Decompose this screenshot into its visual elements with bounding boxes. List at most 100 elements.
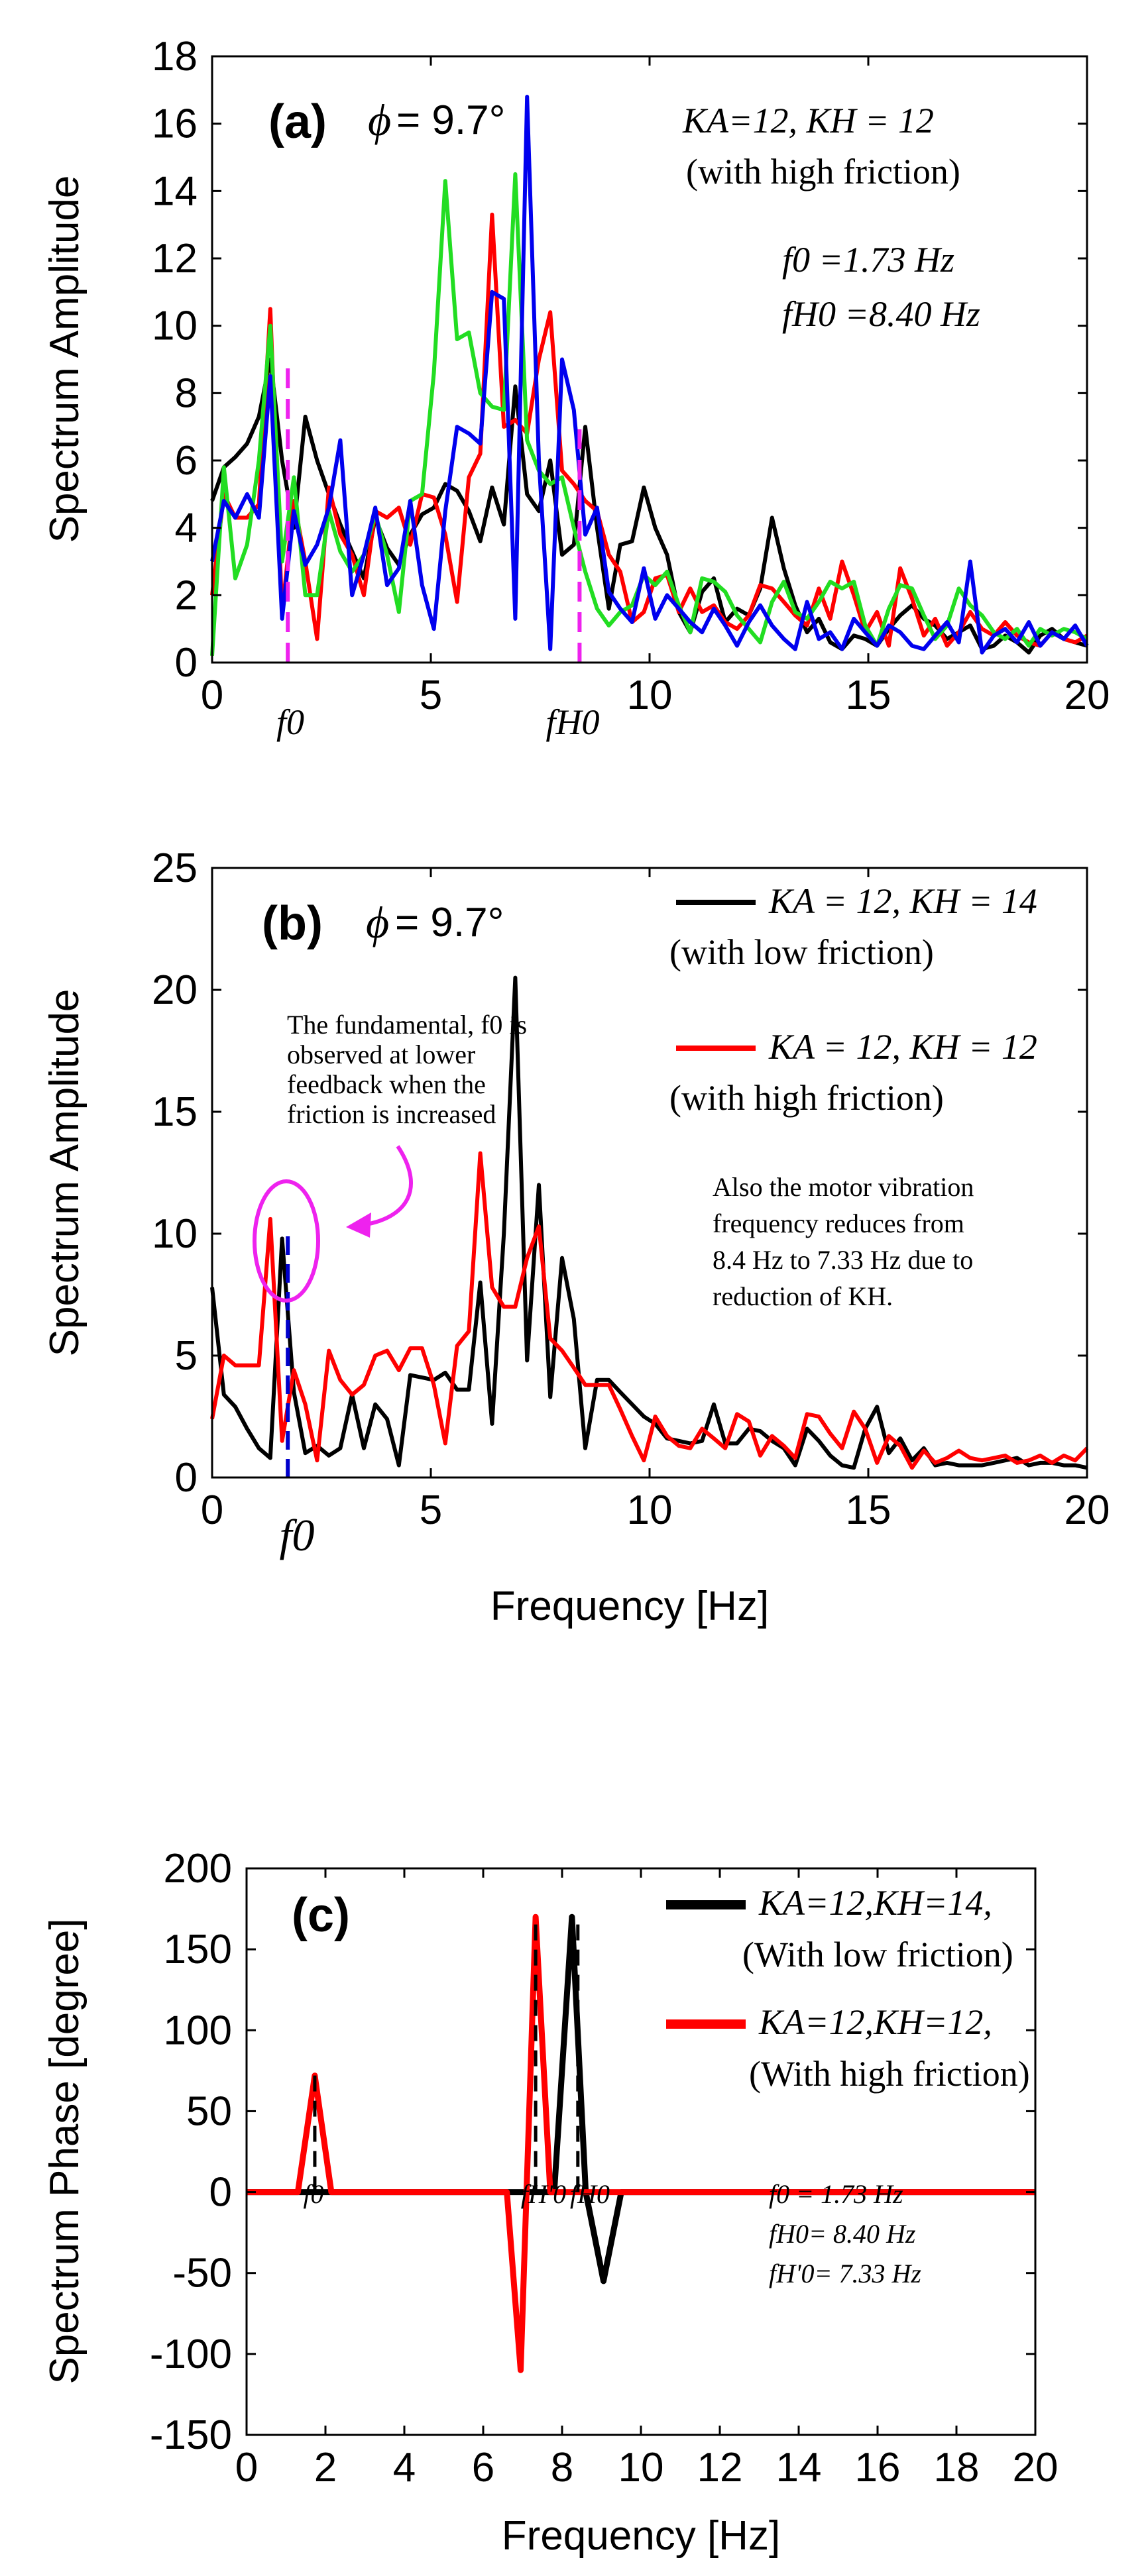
panel-c-x-tick-label: 18 <box>934 2445 980 2491</box>
panel-b-series-1-line <box>210 1151 1089 1470</box>
panel-c-legend-sub-red: (With high friction) <box>749 2054 1030 2094</box>
panel-a-series <box>210 95 1089 656</box>
panel-c-y-tick-label: 200 <box>164 1846 232 1892</box>
panel-c-x-axis-title: Frequency [Hz] <box>502 2513 780 2559</box>
panel-a-y-axis-title: Spectrum Amplitude <box>42 176 87 543</box>
panel-c-freq-fh0: fH0= 8.40 Hz <box>769 2219 916 2249</box>
panel-c-x-tick-label: 16 <box>855 2445 901 2491</box>
panel-b-annotation-motor-4: reduction of KH. <box>713 1281 893 1311</box>
panel-b-series <box>210 975 1089 1470</box>
panel-b-annotation-fundamental-3: feedback when the <box>287 1069 486 1099</box>
panel-b-annotation-fundamental-4: friction is increased <box>287 1099 496 1129</box>
panel-b-y-tick-label: 15 <box>152 1089 198 1135</box>
panel-a-y-tick-label: 2 <box>175 572 198 618</box>
panel-c-y-tick-label: 0 <box>209 2170 232 2216</box>
panel-c-marker-label-f0: f0 <box>303 2179 323 2209</box>
panel-a-x-tick-label: 15 <box>846 672 891 718</box>
panel-b-x-tick-label: 0 <box>201 1487 223 1533</box>
panel-b-annotation-motor-1: Also the motor vibration <box>713 1172 974 1202</box>
panel-a-x-tick-label: 0 <box>201 672 223 718</box>
panel-c-legend-label-black: KA=12,KH=14, <box>758 1883 992 1923</box>
panel-b-legend-sub-black: (with low friction) <box>669 932 934 972</box>
panel-a-y-tick-label: 8 <box>175 370 198 416</box>
panel-b-annotation-fundamental-1: The fundamental, f0 is <box>287 1010 527 1040</box>
panel-b-y-tick-label: 20 <box>152 967 198 1013</box>
panel-b-x-axis-title: Frequency [Hz] <box>490 1583 769 1629</box>
panel-a-x-tick-label: 10 <box>627 672 673 718</box>
panel-a-marker-label-fh0: fH0 <box>546 702 600 742</box>
panel-b-highlight-ellipse <box>253 1179 320 1303</box>
panel-c: 0 2 4 6 8 10 12 14 16 18 20 -150 -100 -50 0 50 100 150 200… <box>42 1846 1058 2559</box>
panel-c-x-tick-label: 20 <box>1013 2445 1059 2491</box>
panel-b-y-tick-label: 10 <box>152 1211 198 1257</box>
panel-c-marker-label-fh-prime-0: fH'0 <box>521 2179 567 2209</box>
panel-a-y-tick-label: 16 <box>152 101 198 147</box>
panel-c-y-tick-label: -100 <box>150 2332 232 2377</box>
panel-b-y-tick-label: 0 <box>175 1455 198 1501</box>
panel-c-marker-lines <box>313 1917 580 2192</box>
panel-a-phi-symbol: ϕ <box>368 95 391 145</box>
panel-b-annotation-fundamental-2: observed at lower <box>287 1040 475 1069</box>
panel-a: 0 5 10 15 20 0 2 4 6 8 10 12 14 16 18 Spectrum Amplitu… <box>42 34 1110 742</box>
panel-a-series-2-line <box>210 172 1088 656</box>
panel-b-phi-value: = 9.7° <box>395 900 504 945</box>
panel-c-y-axis-title: Spectrum Phase [degree] <box>42 1918 87 2384</box>
panel-c-x-tick-label: 2 <box>314 2445 337 2491</box>
panel-b-y-axis-title: Spectrum Amplitude <box>42 989 87 1357</box>
panel-c-x-tick-label: 12 <box>697 2445 743 2491</box>
panel-c-x-tick-label: 4 <box>393 2445 416 2491</box>
panel-b-y-tick-label: 25 <box>152 845 198 891</box>
panel-c-freq-fh-prime-0: fH'0= 7.33 Hz <box>769 2259 921 2288</box>
panel-a-y-tick-label: 10 <box>152 303 198 349</box>
panel-a-series-3-line <box>210 95 1089 655</box>
panel-b-x-tick-label: 5 <box>420 1487 442 1533</box>
panel-c-marker-label-fh0: fH0 <box>570 2179 610 2209</box>
panel-a-phi-value: = 9.7° <box>396 97 505 143</box>
panel-c-freq-f0: f0 = 1.73 Hz <box>769 2179 903 2209</box>
panel-a-plot-frame <box>211 55 1088 664</box>
panel-b-label: (b) <box>262 897 323 950</box>
panel-c-legend-sub-black: (With low friction) <box>742 1935 1013 1974</box>
panel-b-annotation-motor-2: frequency reduces from <box>713 1208 964 1238</box>
panel-c-label: (c) <box>292 1889 350 1942</box>
panel-b-annotation-arrow <box>357 1145 413 1228</box>
panel-a-freq-fh0: fH0 =8.40 Hz <box>782 294 980 334</box>
panel-c-ticks: 0 2 4 6 8 10 12 14 16 18 20 -150 -100 -50 0 50 100 150 200 <box>150 1846 1059 2491</box>
panel-b-y-tick-label: 5 <box>175 1333 198 1379</box>
panel-c-y-tick-label: 50 <box>186 2088 232 2134</box>
panel-c-x-tick-label: 6 <box>472 2445 494 2491</box>
panel-b-x-tick-label: 10 <box>627 1487 673 1533</box>
panel-c-series-1-line <box>247 1913 1035 2373</box>
panel-c-y-tick-label: -150 <box>150 2412 232 2458</box>
panel-a-y-tick-label: 0 <box>175 640 198 686</box>
panel-c-x-tick-label: 10 <box>618 2445 664 2491</box>
panel-b-legend-sub-red: (with high friction) <box>669 1078 944 1118</box>
panel-c-x-tick-label: 0 <box>235 2445 258 2491</box>
panel-b: 0 5 10 15 20 0 5 10 15 20 25 Spectrum Amplitude Fr… <box>42 845 1110 1629</box>
panel-a-y-tick-label: 4 <box>175 506 198 551</box>
panel-a-y-tick-label: 12 <box>152 236 198 282</box>
panel-a-marker-label-f0: f0 <box>276 702 304 742</box>
panel-b-annotation-motor-3: 8.4 Hz to 7.33 Hz due to <box>713 1245 973 1275</box>
panel-a-ticks: 0 5 10 15 20 0 2 4 6 8 10 12 14 16 18 <box>152 34 1110 718</box>
panel-c-series <box>247 1913 1035 2373</box>
panel-a-marker-lines <box>286 359 582 663</box>
panel-c-y-tick-label: 100 <box>164 2008 232 2053</box>
panel-a-legend-line-1: KA=12, KH = 12 <box>682 101 934 140</box>
panel-b-phi-symbol: ϕ <box>366 897 389 947</box>
panel-a-y-tick-label: 14 <box>152 168 198 214</box>
panel-c-y-tick-label: 150 <box>164 1927 232 1972</box>
panel-b-marker-label-f0: f0 <box>280 1510 315 1560</box>
panel-b-x-tick-label: 20 <box>1064 1487 1110 1533</box>
panel-b-legend-label-red: KA = 12, KH = 12 <box>768 1027 1037 1067</box>
panel-c-x-tick-label: 14 <box>776 2445 822 2491</box>
panel-a-y-tick-label: 6 <box>175 438 198 484</box>
panel-a-label: (a) <box>268 95 327 148</box>
panel-a-x-tick-label: 20 <box>1064 672 1110 718</box>
panel-b-legend-label-black: KA = 12, KH = 14 <box>768 881 1037 921</box>
panel-a-freq-f0: f0 =1.73 Hz <box>782 240 954 280</box>
panel-c-y-tick-label: -50 <box>172 2251 232 2296</box>
panel-a-x-tick-label: 5 <box>420 672 442 718</box>
panel-a-y-tick-label: 18 <box>152 34 198 80</box>
